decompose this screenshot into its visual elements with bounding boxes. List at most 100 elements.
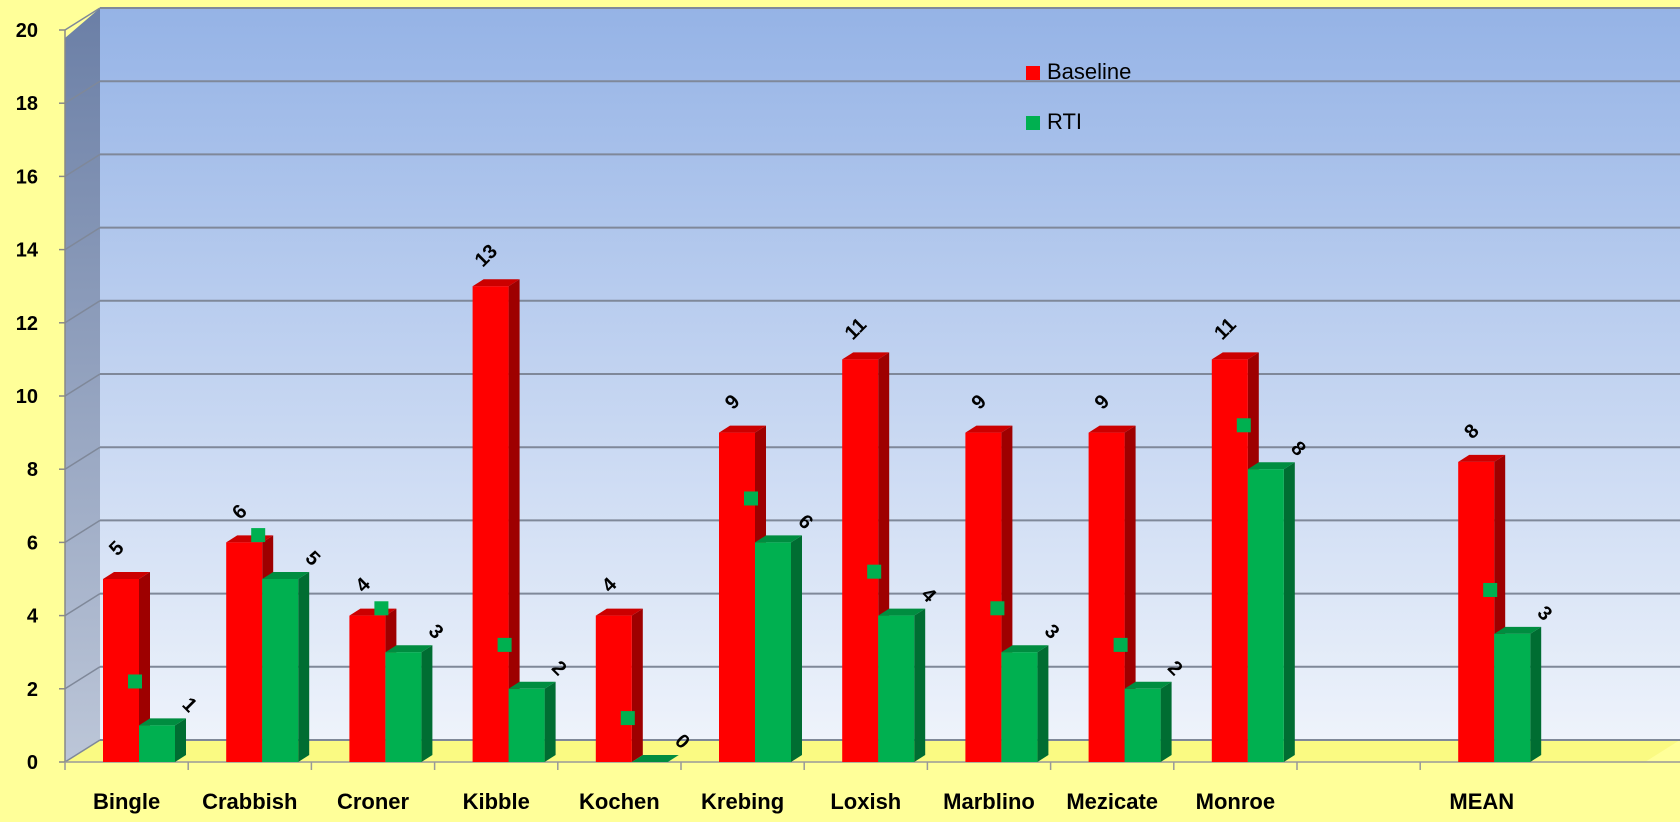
rti-marker xyxy=(251,528,266,543)
y-tick-label: 6 xyxy=(27,532,38,554)
y-tick-label: 4 xyxy=(27,606,39,628)
rti-bar-top xyxy=(878,608,926,616)
rti-bar-side xyxy=(298,572,310,762)
rti-bar-side xyxy=(1530,626,1542,762)
gridline-side xyxy=(64,226,101,251)
baseline-bar-top xyxy=(472,279,520,287)
baseline-bar-top xyxy=(595,608,643,616)
gridline-side xyxy=(64,373,101,397)
rti-bar-side xyxy=(544,681,556,762)
x-tick-label: Marblino xyxy=(943,789,1035,814)
baseline-bar xyxy=(472,279,520,762)
gridline-side xyxy=(64,519,101,544)
rti-bar xyxy=(1494,626,1542,762)
rti-bar-front xyxy=(1001,652,1038,762)
baseline-bar-top xyxy=(965,425,1013,433)
rti-marker xyxy=(374,601,389,616)
gridline-side xyxy=(64,739,101,763)
baseline-bar-front xyxy=(595,615,632,762)
rti-bar-top xyxy=(508,681,556,689)
rti-bar-side xyxy=(1283,462,1295,762)
x-tick-label: MEAN xyxy=(1449,789,1514,814)
baseline-bar-top xyxy=(1211,352,1259,360)
baseline-bar xyxy=(595,608,643,762)
rti-bar-side xyxy=(421,645,433,762)
baseline-bar-front xyxy=(349,615,386,762)
baseline-bar-side xyxy=(139,572,150,762)
rti-marker xyxy=(497,637,512,652)
x-tick-label: Croner xyxy=(337,789,410,814)
baseline-bar xyxy=(1088,425,1136,762)
baseline-bar-top xyxy=(719,425,766,433)
rti-bar xyxy=(1247,462,1295,762)
rti-bar-side xyxy=(1160,681,1172,762)
baseline-bar-front xyxy=(965,432,1002,762)
baseline-bar-front xyxy=(226,542,263,762)
legend-label: Baseline xyxy=(1047,59,1131,84)
legend-label: RTI xyxy=(1047,109,1082,134)
rti-bar xyxy=(1124,681,1172,762)
rti-bar xyxy=(755,535,802,762)
rti-marker xyxy=(1236,418,1251,433)
gridline-side xyxy=(64,446,101,470)
rti-bar xyxy=(1001,645,1049,762)
gridline-side xyxy=(64,300,101,324)
baseline-bar-side xyxy=(1124,425,1136,762)
y-tick-label: 20 xyxy=(16,20,38,42)
rti-bar-side xyxy=(914,608,926,762)
rti-marker xyxy=(1113,637,1128,652)
rti-marker xyxy=(620,711,635,726)
y-tick-label: 12 xyxy=(16,313,38,335)
rti-bar-front xyxy=(755,542,791,762)
baseline-bar-front xyxy=(472,286,509,762)
gridline-side xyxy=(64,80,101,104)
bars xyxy=(103,279,1542,762)
rti-bar-top xyxy=(1494,626,1542,634)
y-tick-label: 14 xyxy=(16,240,39,262)
rti-bar-front xyxy=(385,652,422,762)
baseline-bar-front xyxy=(103,579,139,762)
x-tick-label: Loxish xyxy=(830,789,901,814)
x-tick-label: Monroe xyxy=(1196,789,1275,814)
axes: 0 2 4 6 8 10 12 14 16 18 20 Bingle Crabbish Croner Kib… xyxy=(16,20,1680,814)
rti-bar-front xyxy=(508,688,545,762)
baseline-bar-top xyxy=(842,352,890,360)
rti-bar-top xyxy=(631,755,679,762)
rti-bar-top xyxy=(1001,645,1049,653)
gridline-side xyxy=(64,666,101,690)
rti-bar-top xyxy=(262,572,310,579)
rti-bar-side xyxy=(791,535,802,762)
baseline-bar-side xyxy=(631,608,643,762)
y-tick-label: 8 xyxy=(27,459,38,481)
rti-bar-side xyxy=(175,718,186,762)
baseline-bar-front xyxy=(842,359,879,762)
x-tick-label: Kibble xyxy=(463,789,530,814)
baseline-bar-top xyxy=(1458,454,1506,462)
rti-bar xyxy=(262,572,310,762)
legend-swatch xyxy=(1026,66,1040,80)
rti-marker xyxy=(1483,582,1498,597)
rti-bar-top xyxy=(385,645,433,653)
baseline-bar xyxy=(103,572,150,762)
y-tick-label: 16 xyxy=(16,166,38,188)
rti-bar xyxy=(878,608,926,762)
rti-bar-top xyxy=(139,718,186,726)
x-tick-label: Kochen xyxy=(579,789,660,814)
gridline-side xyxy=(64,153,101,178)
legend-swatch xyxy=(1026,116,1040,130)
x-tick-label: Bingle xyxy=(93,789,160,814)
rti-bar-top xyxy=(755,535,802,543)
y-tick-label: 0 xyxy=(27,752,38,774)
rti-marker xyxy=(744,491,758,506)
x-tick-label: Krebing xyxy=(701,789,784,814)
rti-marker xyxy=(990,601,1005,616)
rti-marker xyxy=(128,674,142,689)
legend: Baseline RTI xyxy=(1026,59,1131,134)
rti-bar xyxy=(385,645,433,762)
baseline-bar-front xyxy=(1088,432,1125,762)
rti-marker xyxy=(867,564,882,579)
rti-bar xyxy=(139,718,186,762)
rti-bar-front xyxy=(139,725,175,762)
baseline-bar-top xyxy=(103,572,150,579)
